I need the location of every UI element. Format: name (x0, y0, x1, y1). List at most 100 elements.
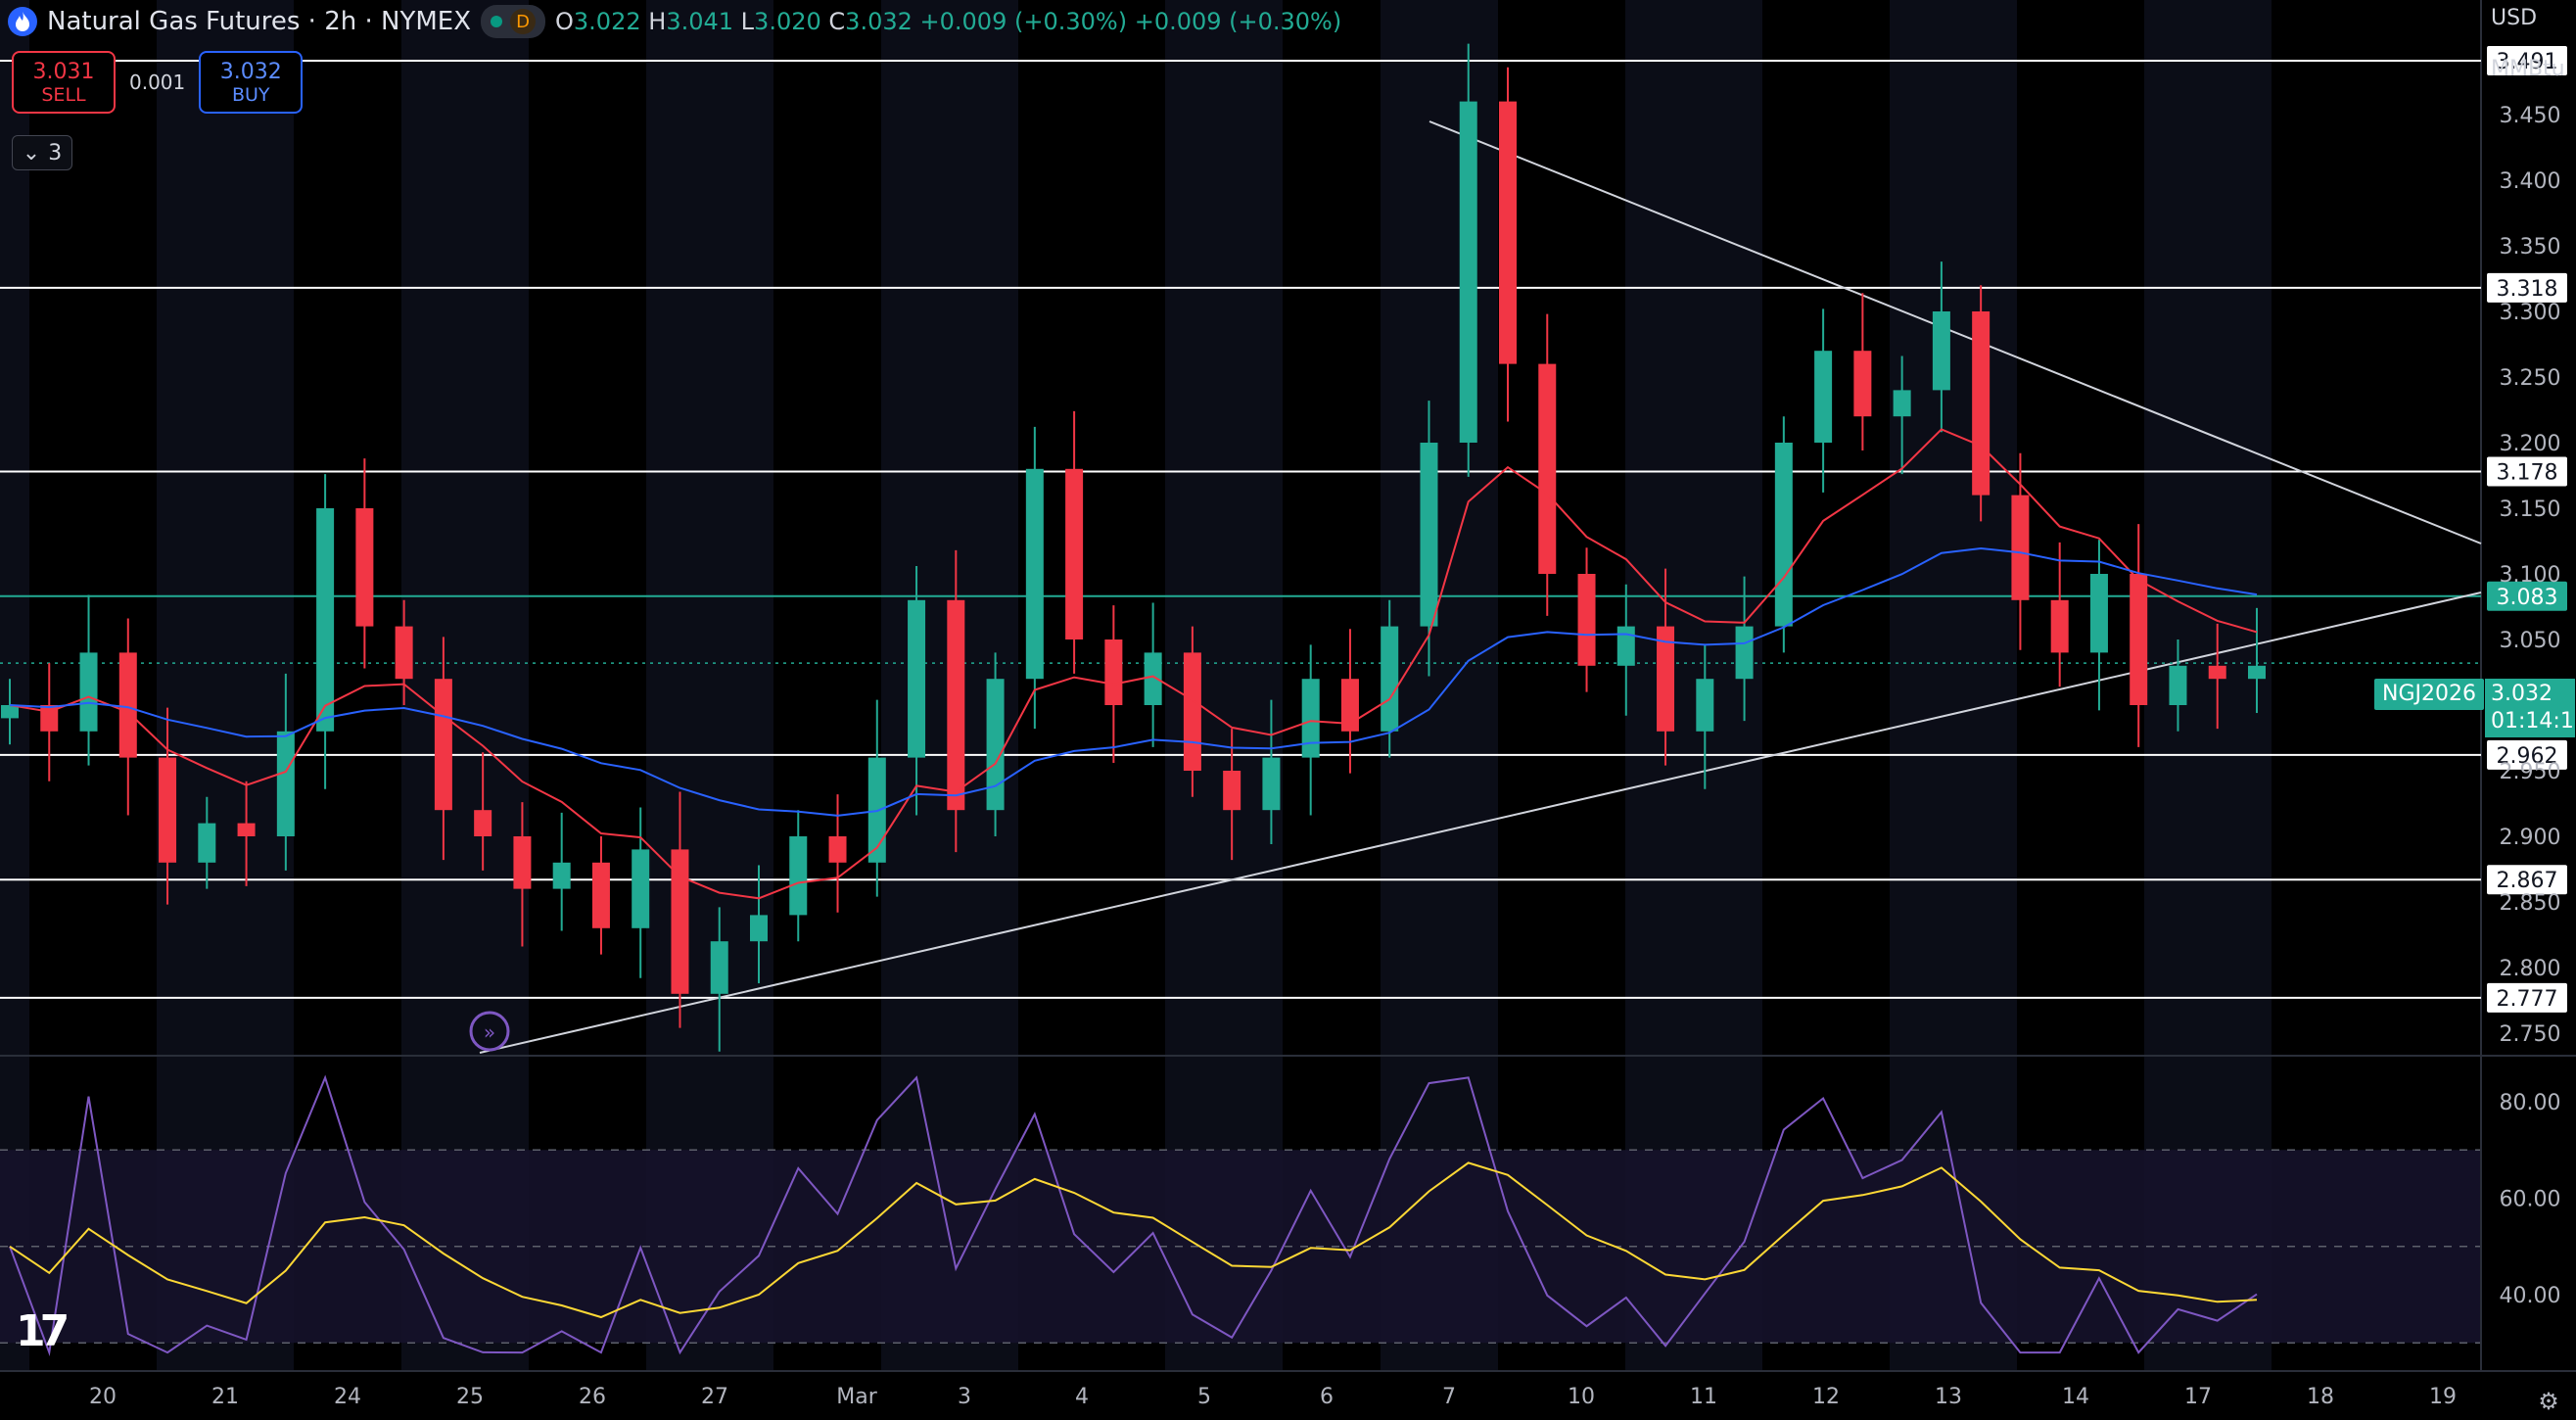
current-price-tag: 3.032 01:14:1 (2485, 679, 2575, 737)
session-badge: D (510, 9, 537, 34)
candle-body (1340, 679, 1359, 732)
level-tag (2487, 456, 2567, 487)
sell-button[interactable]: 3.031 SELL (12, 51, 116, 114)
time-tick-label: 26 (579, 1385, 606, 1409)
candle-body (671, 849, 689, 994)
candle-body (1499, 101, 1517, 364)
indicators-toggle[interactable]: ⌄ 3 (12, 135, 72, 170)
candle-body (1696, 679, 1714, 732)
ema-fast-line (9, 428, 2258, 900)
level-tag (2487, 739, 2567, 770)
candle-body (828, 836, 847, 863)
candle-body (1104, 639, 1123, 705)
candle-body (159, 757, 177, 863)
price-tick-label: 3.200 (2500, 432, 2561, 456)
candle-body (1183, 652, 1201, 771)
ohlc-values: O3.022 H3.041 L3.020 C3.032 +0.009 (+0.3… (555, 8, 1342, 35)
symbol-title[interactable]: Natural Gas Futures · 2h · NYMEX (47, 7, 472, 36)
tradingview-logo[interactable]: 17 (16, 1306, 70, 1356)
market-status-pill[interactable]: D (481, 5, 546, 38)
time-tick-label: 25 (456, 1385, 484, 1409)
time-tick-label: 10 (1568, 1385, 1595, 1409)
current-price: 3.032 (2491, 682, 2553, 706)
replay-arrow-icon: » (484, 1020, 495, 1044)
candle-body (198, 823, 216, 863)
candle-body (789, 836, 808, 916)
price-tick-label: 2.900 (2500, 826, 2561, 850)
rsi-tick-label: 40.00 (2500, 1284, 2561, 1308)
candle-body (276, 731, 295, 836)
candle-body (513, 836, 532, 889)
level-label: 3.178 (2497, 460, 2558, 485)
price-tick-label: 3.150 (2500, 497, 2561, 522)
sell-label: SELL (41, 83, 86, 106)
symbol-header: Natural Gas Futures · 2h · NYMEX D O3.02… (8, 4, 1341, 39)
candle-body (1577, 574, 1596, 666)
price-tick-label: 2.950 (2500, 760, 2561, 784)
time-tick-label: 11 (1690, 1385, 1717, 1409)
rsi-tick-label: 80.00 (2500, 1091, 2561, 1115)
candle-body (632, 849, 650, 928)
candle-body (1538, 363, 1557, 574)
level-tag (2487, 46, 2567, 76)
buy-price: 3.032 (219, 59, 282, 84)
gear-icon[interactable]: ⚙ (2538, 1388, 2559, 1415)
candle-body (986, 679, 1005, 811)
candle-body (316, 508, 335, 732)
time-tick-label: 7 (1442, 1385, 1456, 1409)
candle-body (1, 705, 19, 719)
candle-body (591, 862, 610, 928)
price-tick-label: 2.750 (2500, 1022, 2561, 1047)
candle-body (79, 652, 98, 732)
price-tick-label: 3.350 (2500, 235, 2561, 260)
candle-body (355, 508, 374, 627)
time-tick-label: 24 (334, 1385, 361, 1409)
time-tick-label: 21 (211, 1385, 239, 1409)
ticker-tag: NGJ2026 (2374, 679, 2484, 710)
candle-body (1025, 468, 1044, 680)
price-tick-label: 2.850 (2500, 891, 2561, 916)
level-label: 2.867 (2497, 869, 2558, 893)
price-tick-label: 3.100 (2500, 563, 2561, 588)
currency-label[interactable]: USD (2491, 6, 2538, 30)
rsi-ma-line (9, 1161, 2258, 1319)
time-tick-label: 5 (1197, 1385, 1211, 1409)
time-tick-label: 3 (958, 1385, 971, 1409)
price-tick-label: 3.050 (2500, 629, 2561, 653)
candle-body (2050, 599, 2069, 653)
price-tick-label: 2.800 (2500, 957, 2561, 981)
time-tick-label: 13 (1935, 1385, 1962, 1409)
trade-panel: 3.031 SELL 0.001 3.032 BUY (12, 51, 304, 114)
price-tick-label: 3.300 (2500, 301, 2561, 325)
candle-body (947, 599, 965, 811)
level-tag (2487, 581, 2567, 611)
candle-body (1853, 351, 1872, 417)
candle-body (1381, 626, 1399, 732)
buy-label: BUY (231, 83, 270, 106)
candle-body (750, 915, 768, 942)
unit-label[interactable]: MMBtu (2491, 57, 2565, 81)
candle-body (1301, 679, 1320, 758)
buy-button[interactable]: 3.032 BUY (199, 51, 304, 114)
candle-body (237, 823, 256, 836)
level-label: 2.777 (2497, 987, 2558, 1012)
candle-body (1774, 443, 1793, 627)
price-tick-label: 3.400 (2500, 169, 2561, 194)
time-tick-label: 27 (701, 1385, 728, 1409)
rsi-line (9, 1074, 2258, 1357)
time-tick-label: 17 (2184, 1385, 2212, 1409)
candle-body (1972, 311, 1991, 496)
ema-slow-line (9, 546, 2258, 817)
ascending-trendline (479, 592, 2482, 1054)
time-tick-label: 18 (2307, 1385, 2334, 1409)
candle-body (1932, 311, 1950, 391)
candle-body (1144, 652, 1162, 705)
level-tag (2487, 982, 2567, 1013)
candle-body (552, 862, 571, 889)
candle-body (1893, 390, 1911, 417)
time-tick-label: 4 (1075, 1385, 1089, 1409)
candle-body (2130, 574, 2148, 705)
candle-body (1735, 626, 1754, 680)
candle-body (1459, 101, 1477, 443)
